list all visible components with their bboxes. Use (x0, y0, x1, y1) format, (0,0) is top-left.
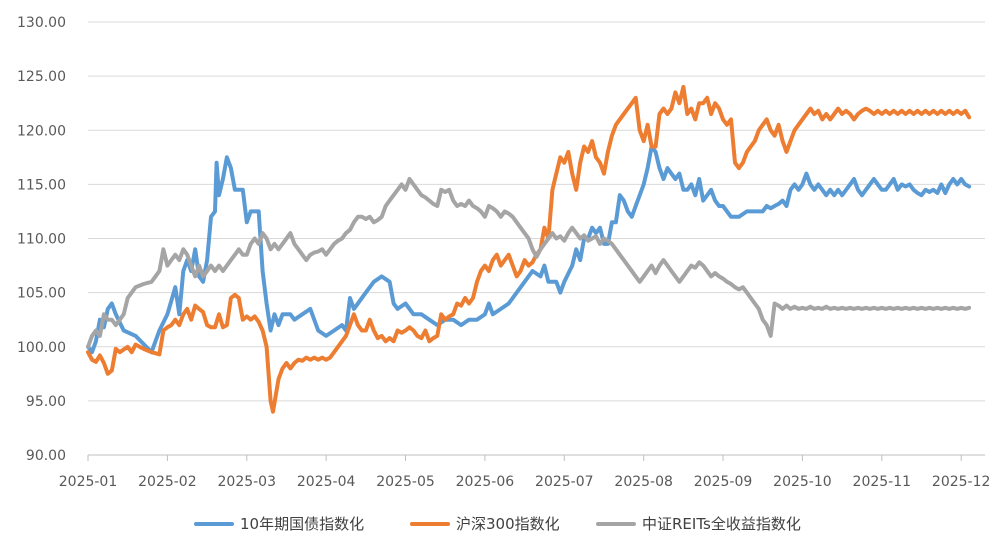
series-line-3 (86, 177, 972, 349)
series-line-1 (86, 144, 972, 355)
y-tick-label: 95.00 (26, 394, 66, 410)
x-tick-label: 2025-10 (773, 474, 832, 490)
x-tick-label: 2025-04 (297, 474, 356, 490)
legend-label-1: 10年期国债指数化 (240, 515, 364, 533)
y-tick-label: 105.00 (17, 286, 66, 302)
y-tick-label: 130.00 (17, 15, 66, 31)
y-tick-label: 125.00 (17, 69, 66, 85)
x-tick-label: 2025-05 (376, 474, 435, 490)
y-tick-label: 110.00 (17, 232, 66, 248)
x-tick-label: 2025-12 (932, 474, 991, 490)
y-tick-label: 120.00 (17, 123, 66, 139)
x-tick-label: 2025-11 (853, 474, 912, 490)
x-tick-label: 2025-08 (614, 474, 673, 490)
x-tick-label: 2025-09 (694, 474, 753, 490)
y-tick-label: 100.00 (17, 340, 66, 356)
x-tick-label: 2025-01 (59, 474, 118, 490)
legend-label-3: 中证REITs全收益指数化 (642, 515, 801, 533)
x-tick-label: 2025-02 (138, 474, 197, 490)
series-line-2 (86, 84, 972, 414)
x-tick-label: 2025-03 (218, 474, 277, 490)
legend-label-2: 沪深300指数化 (456, 515, 560, 533)
y-tick-label: 90.00 (26, 448, 66, 464)
x-tick-label: 2025-07 (535, 474, 594, 490)
x-tick-label: 2025-06 (456, 474, 515, 490)
y-tick-label: 115.00 (17, 177, 66, 193)
